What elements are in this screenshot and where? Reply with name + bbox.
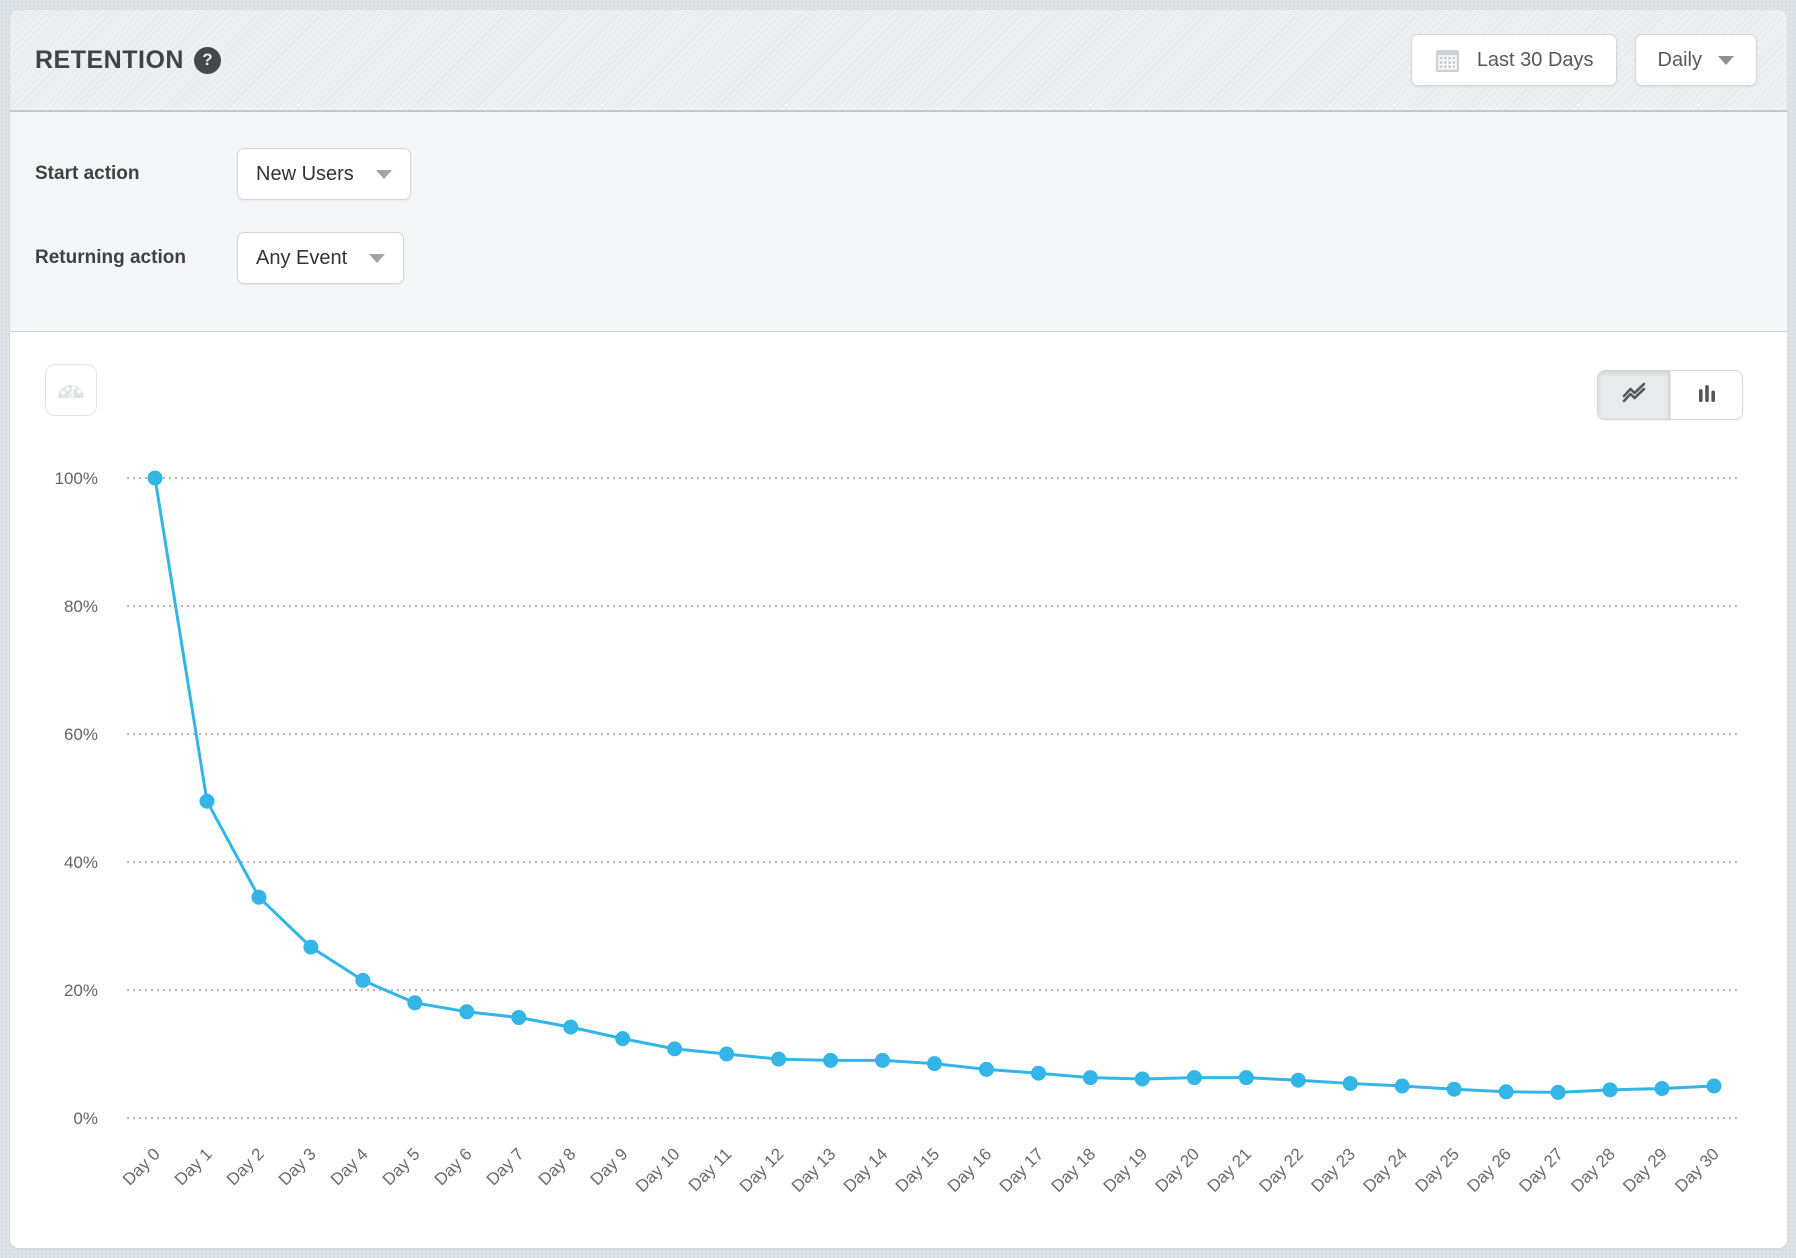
svg-text:Day 23: Day 23 <box>1308 1144 1360 1196</box>
svg-text:Day 22: Day 22 <box>1256 1144 1308 1196</box>
svg-text:Day 25: Day 25 <box>1411 1144 1463 1196</box>
svg-text:Day 21: Day 21 <box>1204 1144 1256 1196</box>
svg-text:60%: 60% <box>64 725 98 744</box>
start-action-value: New Users <box>256 162 354 185</box>
gauge-button[interactable] <box>45 364 97 416</box>
svg-text:Day 27: Day 27 <box>1515 1144 1567 1196</box>
report-header: RETENTION ? Last 30 Days Daily <box>10 10 1787 112</box>
chevron-down-icon <box>369 253 386 263</box>
returning-action-label: Returning action <box>35 247 186 268</box>
svg-text:Day 12: Day 12 <box>736 1144 788 1196</box>
chart-panel: 0% 20% 40% 60% 80% 100% Day 0 Day 1 Day 2 Day 3 Da… <box>10 333 1787 1248</box>
svg-text:100%: 100% <box>55 469 98 488</box>
svg-text:Day 17: Day 17 <box>996 1144 1048 1196</box>
svg-text:Day 26: Day 26 <box>1463 1144 1515 1196</box>
svg-text:40%: 40% <box>64 853 98 872</box>
svg-text:Day 28: Day 28 <box>1567 1144 1619 1196</box>
line-chart-icon <box>1621 381 1647 410</box>
start-action-label: Start action <box>35 163 140 184</box>
calendar-icon <box>1434 47 1461 74</box>
bar-chart-icon <box>1695 381 1719 410</box>
retention-line-chart: 0%20%40%60%80%100%Day 0 Day 1 Day 2 Day 3 Da… <box>55 469 1737 1196</box>
svg-text:Day 8: Day 8 <box>535 1144 580 1189</box>
chart-type-toggle <box>1597 370 1743 420</box>
chevron-down-icon <box>1718 55 1734 65</box>
returning-action-value: Any Event <box>256 246 348 269</box>
svg-text:Day 10: Day 10 <box>632 1144 684 1196</box>
svg-text:Day 1: Day 1 <box>171 1144 216 1189</box>
granularity-dropdown[interactable]: Daily <box>1634 34 1757 86</box>
svg-text:Day 0: Day 0 <box>119 1144 164 1189</box>
svg-text:Day 24: Day 24 <box>1359 1144 1411 1196</box>
date-range-label: Last 30 Days <box>1476 48 1594 71</box>
svg-text:Day 4: Day 4 <box>327 1144 372 1189</box>
svg-text:Day 14: Day 14 <box>840 1144 892 1196</box>
granularity-value: Daily <box>1657 48 1702 71</box>
svg-text:Day 19: Day 19 <box>1100 1144 1152 1196</box>
retention-report-card: RETENTION ? Last 30 Days Daily <box>10 10 1787 1248</box>
svg-text:Day 20: Day 20 <box>1152 1144 1204 1196</box>
svg-text:Day 30: Day 30 <box>1671 1144 1723 1196</box>
date-range-button[interactable]: Last 30 Days <box>1410 34 1617 86</box>
svg-text:Day 13: Day 13 <box>788 1144 840 1196</box>
svg-text:Day 16: Day 16 <box>944 1144 996 1196</box>
line-chart-toggle-button[interactable] <box>1598 371 1670 419</box>
returning-action-select[interactable]: Any Event <box>237 232 405 284</box>
svg-text:Day 29: Day 29 <box>1619 1144 1671 1196</box>
svg-text:80%: 80% <box>64 597 98 616</box>
page-title: RETENTION <box>35 45 184 74</box>
svg-text:Day 11: Day 11 <box>685 1144 736 1195</box>
start-action-row: Start action New Users <box>35 148 1787 200</box>
svg-text:Day 15: Day 15 <box>892 1144 944 1196</box>
svg-text:0%: 0% <box>73 1109 98 1128</box>
svg-text:Day 5: Day 5 <box>379 1144 424 1189</box>
svg-text:Day 2: Day 2 <box>223 1144 268 1189</box>
returning-action-row: Returning action Any Event <box>35 232 1787 284</box>
filter-section: Start action New Users Returning action … <box>10 112 1787 332</box>
chevron-down-icon <box>375 169 392 179</box>
speedometer-icon <box>54 374 88 407</box>
svg-text:Day 18: Day 18 <box>1048 1144 1100 1196</box>
svg-text:Day 3: Day 3 <box>275 1144 320 1189</box>
bar-chart-toggle-button[interactable] <box>1670 371 1742 419</box>
svg-text:Day 6: Day 6 <box>431 1144 476 1189</box>
svg-text:Day 9: Day 9 <box>587 1144 632 1189</box>
svg-text:20%: 20% <box>64 981 98 1000</box>
help-icon[interactable]: ? <box>193 46 221 74</box>
svg-text:Day 7: Day 7 <box>483 1144 528 1189</box>
start-action-select[interactable]: New Users <box>237 148 411 200</box>
